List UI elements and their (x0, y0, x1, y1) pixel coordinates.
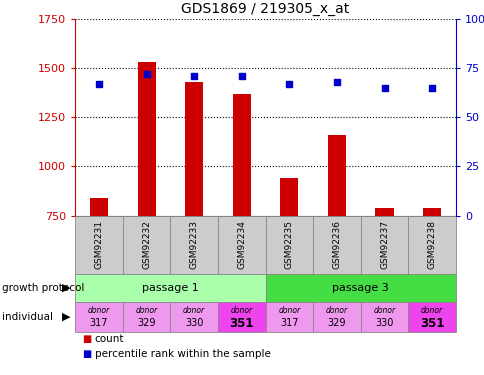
Bar (170, 302, 217, 332)
Text: ■: ■ (82, 334, 91, 344)
Bar (75, 274, 265, 302)
Point (95, 81, 103, 87)
Bar (185, 82, 203, 216)
Text: GSM92234: GSM92234 (237, 220, 246, 269)
Bar (422, 208, 440, 216)
Bar (75, 216, 122, 274)
Bar (170, 216, 217, 274)
Text: 317: 317 (90, 318, 108, 328)
Text: 329: 329 (327, 318, 346, 328)
Text: growth protocol: growth protocol (2, 283, 85, 293)
Point (142, 71, 150, 77)
Bar (232, 94, 250, 216)
Text: donor: donor (278, 306, 300, 315)
Point (285, 81, 293, 87)
Text: ■: ■ (82, 349, 91, 358)
Text: GSM92236: GSM92236 (332, 220, 341, 269)
Bar (313, 302, 360, 332)
Text: donor: donor (135, 306, 157, 315)
Text: donor: donor (183, 306, 205, 315)
Text: donor: donor (373, 306, 395, 315)
Bar (360, 302, 408, 332)
Text: donor: donor (420, 306, 442, 315)
Bar (265, 274, 455, 302)
Point (237, 73, 245, 79)
Text: 351: 351 (419, 317, 443, 330)
Bar (313, 216, 360, 274)
Bar (90, 198, 108, 216)
Bar (280, 178, 298, 216)
Point (427, 85, 435, 91)
Text: passage 1: passage 1 (142, 283, 198, 293)
Bar (408, 216, 455, 274)
Text: GSM92231: GSM92231 (94, 220, 103, 269)
Title: GDS1869 / 219305_x_at: GDS1869 / 219305_x_at (181, 2, 349, 16)
Text: percentile rank within the sample: percentile rank within the sample (94, 349, 270, 358)
Text: GSM92237: GSM92237 (379, 220, 388, 269)
Text: 351: 351 (229, 317, 254, 330)
Text: donor: donor (325, 306, 347, 315)
Bar (75, 302, 122, 332)
Point (190, 73, 197, 79)
Bar (408, 302, 455, 332)
Text: GSM92235: GSM92235 (284, 220, 293, 269)
Bar (217, 302, 265, 332)
Text: 329: 329 (137, 318, 155, 328)
Text: donor: donor (88, 306, 110, 315)
Bar (360, 216, 408, 274)
Text: passage 3: passage 3 (332, 283, 388, 293)
Text: ▶: ▶ (62, 283, 71, 293)
Bar (137, 62, 155, 216)
Text: ▶: ▶ (62, 312, 71, 322)
Bar (265, 216, 313, 274)
Bar (217, 216, 265, 274)
Text: GSM92238: GSM92238 (427, 220, 436, 269)
Bar (122, 216, 170, 274)
Text: count: count (94, 334, 124, 344)
Point (380, 85, 388, 91)
Bar (375, 208, 393, 216)
Text: GSM92232: GSM92232 (142, 220, 151, 269)
Bar (122, 302, 170, 332)
Text: GSM92233: GSM92233 (189, 220, 198, 269)
Bar (265, 302, 313, 332)
Text: donor: donor (230, 306, 252, 315)
Bar (327, 135, 345, 216)
Text: 330: 330 (184, 318, 203, 328)
Point (333, 79, 340, 85)
Text: 317: 317 (279, 318, 298, 328)
Text: 330: 330 (375, 318, 393, 328)
Text: individual: individual (2, 312, 53, 322)
